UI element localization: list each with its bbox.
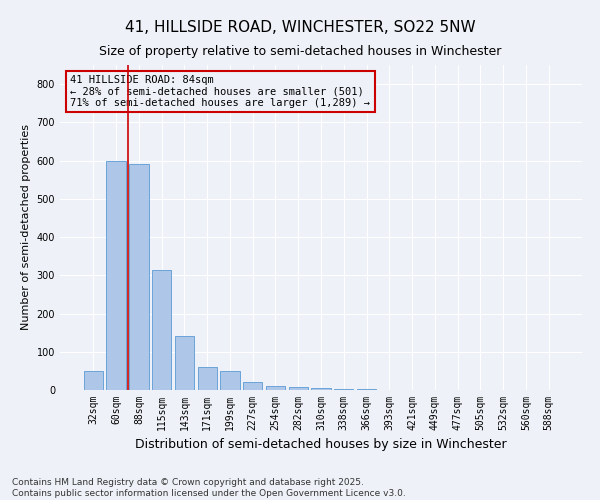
Text: Size of property relative to semi-detached houses in Winchester: Size of property relative to semi-detach…	[99, 45, 501, 58]
X-axis label: Distribution of semi-detached houses by size in Winchester: Distribution of semi-detached houses by …	[135, 438, 507, 452]
Bar	[152, 270, 172, 390]
Bar	[289, 387, 308, 390]
Bar	[357, 389, 376, 390]
Bar	[106, 160, 126, 390]
Bar	[266, 386, 285, 390]
Text: 41 HILLSIDE ROAD: 84sqm
← 28% of semi-detached houses are smaller (501)
71% of s: 41 HILLSIDE ROAD: 84sqm ← 28% of semi-de…	[70, 74, 370, 108]
Bar	[334, 389, 353, 390]
Bar	[175, 336, 194, 390]
Bar	[220, 371, 239, 390]
Bar	[243, 382, 262, 390]
Text: 41, HILLSIDE ROAD, WINCHESTER, SO22 5NW: 41, HILLSIDE ROAD, WINCHESTER, SO22 5NW	[125, 20, 475, 35]
Bar	[197, 367, 217, 390]
Bar	[84, 371, 103, 390]
Bar	[129, 164, 149, 390]
Bar	[311, 388, 331, 390]
Text: Contains HM Land Registry data © Crown copyright and database right 2025.
Contai: Contains HM Land Registry data © Crown c…	[12, 478, 406, 498]
Y-axis label: Number of semi-detached properties: Number of semi-detached properties	[21, 124, 31, 330]
